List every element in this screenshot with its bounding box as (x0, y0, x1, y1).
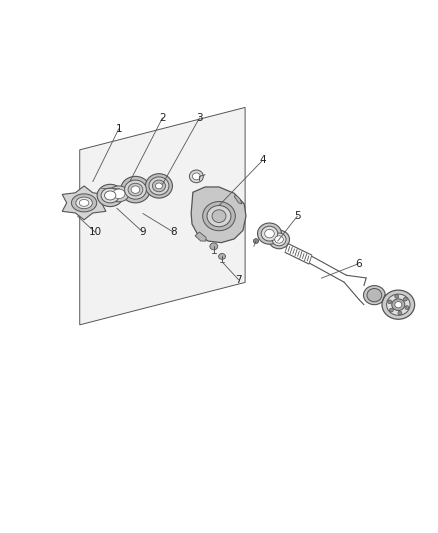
Ellipse shape (387, 294, 410, 316)
Ellipse shape (389, 308, 393, 312)
Ellipse shape (189, 170, 203, 183)
Text: 10: 10 (88, 227, 102, 237)
Ellipse shape (152, 180, 166, 192)
Ellipse shape (120, 176, 150, 203)
Ellipse shape (253, 239, 258, 244)
Ellipse shape (155, 183, 162, 189)
Text: 2: 2 (159, 113, 166, 123)
Polygon shape (195, 232, 206, 241)
Text: 5: 5 (294, 211, 300, 221)
Ellipse shape (272, 233, 286, 246)
Ellipse shape (398, 311, 402, 315)
Text: 9: 9 (140, 227, 146, 237)
Ellipse shape (392, 299, 405, 311)
Ellipse shape (367, 288, 382, 302)
Ellipse shape (364, 286, 385, 305)
Ellipse shape (403, 297, 407, 301)
Ellipse shape (261, 226, 278, 241)
Polygon shape (191, 187, 246, 243)
Ellipse shape (71, 194, 97, 212)
Ellipse shape (395, 294, 399, 298)
Ellipse shape (405, 306, 409, 310)
Text: 1: 1 (116, 124, 122, 134)
Ellipse shape (105, 191, 116, 200)
Ellipse shape (131, 186, 140, 193)
Text: 8: 8 (170, 227, 177, 237)
Text: 6: 6 (355, 259, 362, 269)
Ellipse shape (97, 184, 123, 207)
Ellipse shape (258, 223, 282, 244)
Ellipse shape (76, 197, 92, 209)
Ellipse shape (388, 300, 392, 304)
Ellipse shape (207, 206, 231, 227)
Ellipse shape (210, 243, 218, 250)
Text: 7: 7 (235, 274, 242, 285)
Text: 3: 3 (196, 113, 203, 123)
Ellipse shape (395, 302, 402, 308)
Ellipse shape (149, 177, 169, 195)
Polygon shape (62, 186, 106, 220)
Ellipse shape (382, 290, 415, 319)
Ellipse shape (113, 189, 125, 199)
Ellipse shape (109, 186, 129, 202)
Ellipse shape (268, 230, 290, 249)
Ellipse shape (101, 188, 119, 203)
Ellipse shape (265, 229, 274, 238)
Ellipse shape (128, 183, 143, 196)
Text: 4: 4 (259, 156, 266, 165)
Polygon shape (234, 195, 242, 204)
Ellipse shape (212, 210, 226, 222)
Ellipse shape (219, 254, 226, 260)
Ellipse shape (275, 236, 283, 243)
Ellipse shape (203, 201, 235, 231)
Ellipse shape (124, 180, 146, 199)
Ellipse shape (79, 199, 89, 206)
Polygon shape (80, 108, 245, 325)
Ellipse shape (145, 174, 173, 198)
Ellipse shape (192, 173, 200, 180)
